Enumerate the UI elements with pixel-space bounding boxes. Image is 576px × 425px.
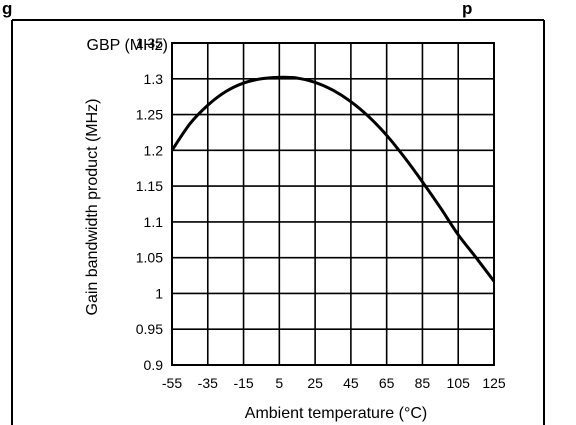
gbp-series-line <box>170 75 496 283</box>
y-tick-label: 1.35 <box>136 35 163 51</box>
y-tick-label: 1.05 <box>136 250 163 266</box>
y-tick-label: 1.25 <box>136 107 163 123</box>
plot-area-border <box>171 42 495 366</box>
x-tick-label: 65 <box>379 375 395 391</box>
x-tick-label: -15 <box>233 375 253 391</box>
x-axis-title: Ambient temperature (°C) <box>245 405 427 422</box>
x-tick-label: 5 <box>275 375 283 391</box>
y-tick-label: 1.2 <box>144 142 164 158</box>
x-tick-labels: -55 -35 -15 5 25 45 65 85 105 125 <box>162 375 506 391</box>
series-layer <box>170 75 496 283</box>
x-tick-label: 85 <box>415 375 431 391</box>
y-tick-label: 0.9 <box>144 357 164 373</box>
x-tick-label: 25 <box>307 375 323 391</box>
y-tick-label: 1.1 <box>144 214 164 230</box>
y-axis-title: Gain bandwidth product (MHz) <box>84 99 101 316</box>
y-tick-labels: 0.9 0.95 1 1.05 1.1 1.15 1.2 1.25 1.3 1.35 <box>136 35 163 373</box>
x-tick-label: 125 <box>482 375 506 391</box>
y-axis-unit-label: GBP (MHz) <box>87 37 168 54</box>
figure-title-fragment-left: g <box>2 0 12 18</box>
y-tick-label: 1 <box>155 285 163 301</box>
y-tick-label: 0.95 <box>136 321 163 337</box>
x-tick-label: -55 <box>162 375 182 391</box>
figure-title-fragment-right: p <box>462 0 472 18</box>
x-tick-label: -35 <box>198 375 218 391</box>
y-tick-label: 1.15 <box>136 178 163 194</box>
x-tick-label: 45 <box>343 375 359 391</box>
x-tick-label: 105 <box>447 375 471 391</box>
y-tick-label: 1.3 <box>144 71 164 87</box>
